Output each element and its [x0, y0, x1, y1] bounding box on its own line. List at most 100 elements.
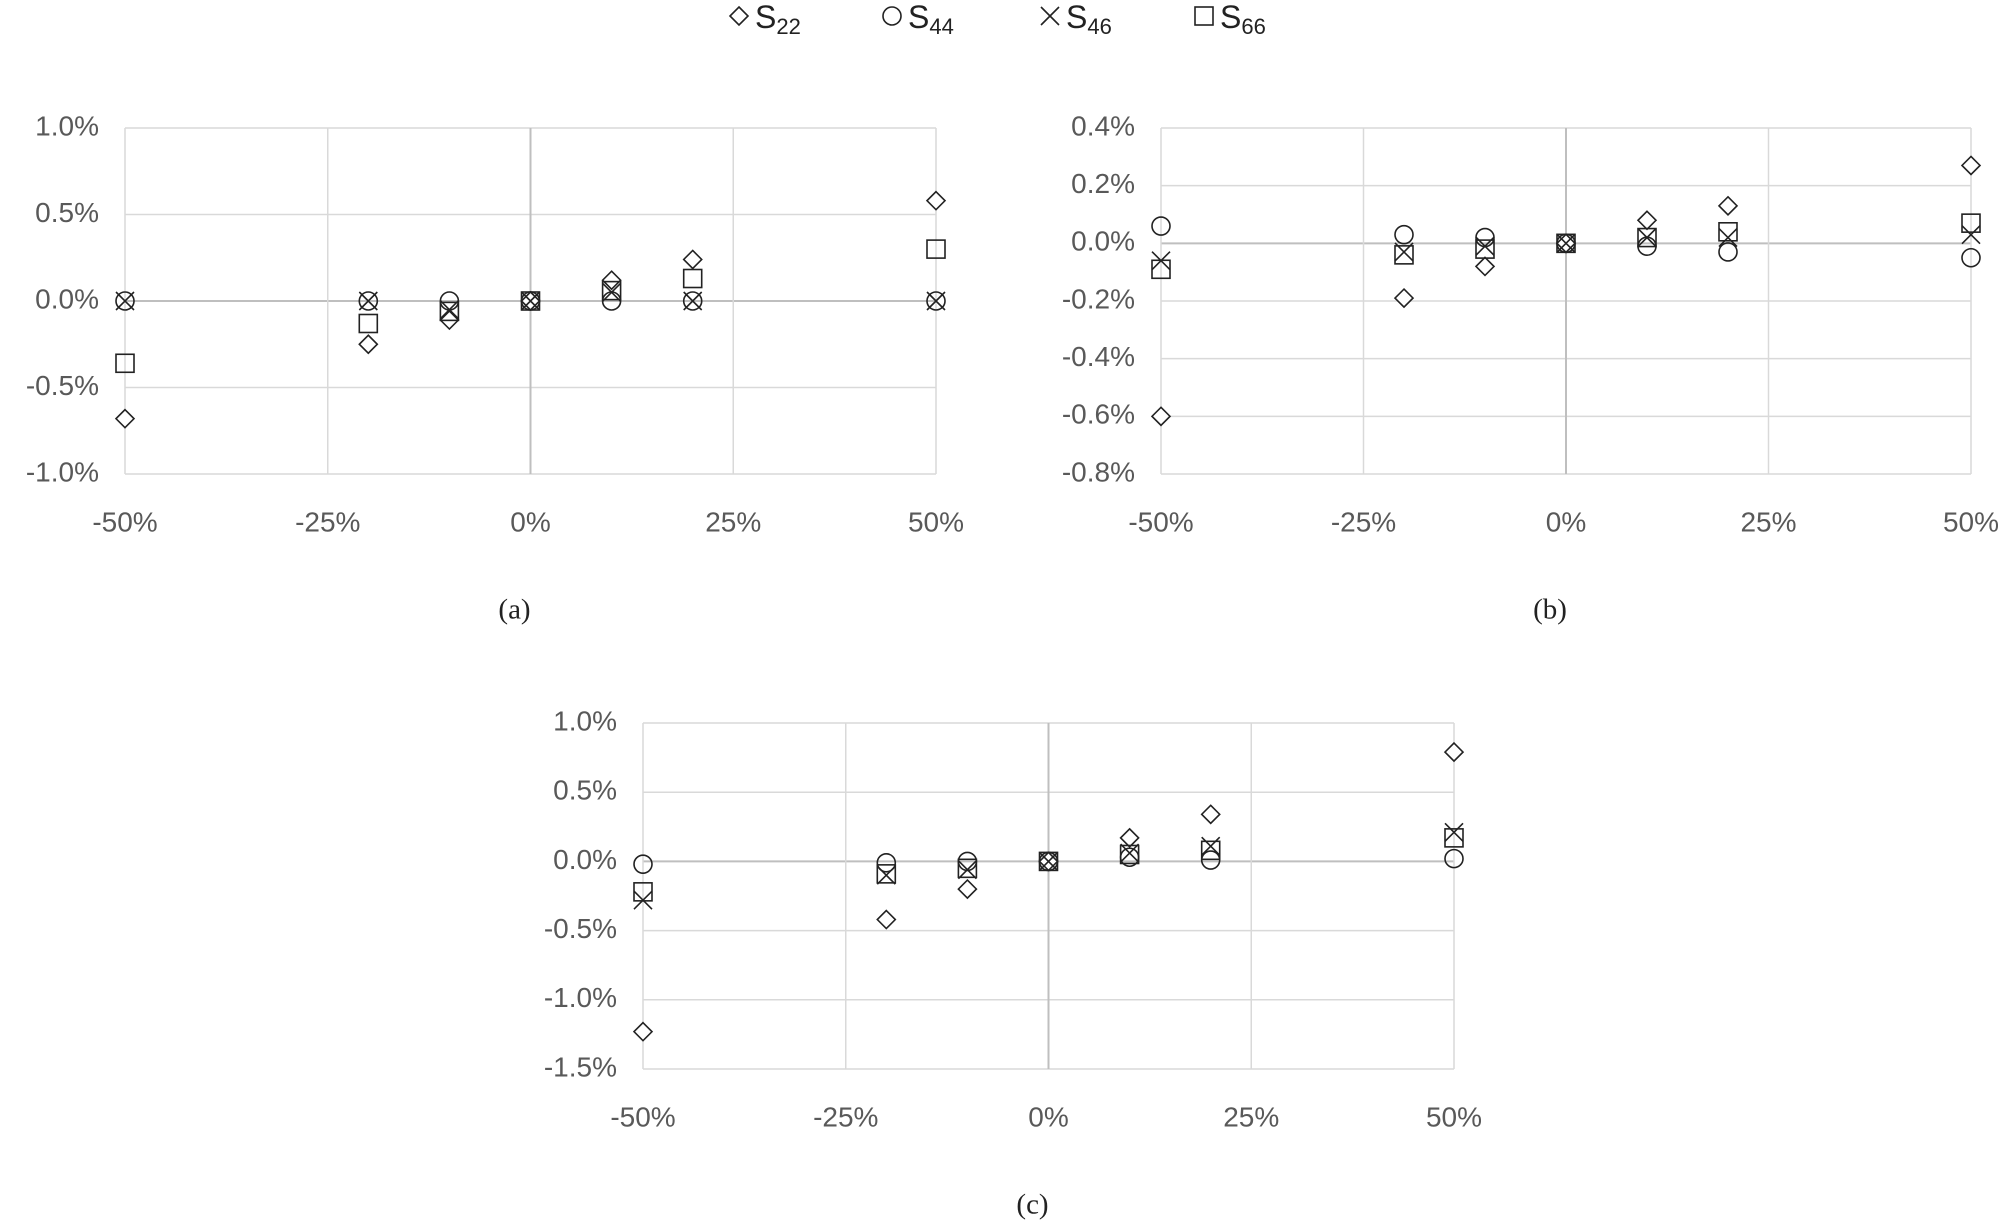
- diamond-marker: [1636, 210, 1658, 231]
- x-marker: [1556, 233, 1576, 253]
- y-tick-label: -0.5%: [544, 913, 617, 944]
- square-marker: [1444, 828, 1464, 848]
- y-tick-label: -0.2%: [1062, 283, 1135, 314]
- circle-marker: [115, 291, 135, 311]
- diamond-marker: [632, 1021, 654, 1042]
- diamond-marker: [1393, 287, 1415, 309]
- diamond-marker: [358, 334, 379, 355]
- diamond-marker: [925, 190, 947, 211]
- circle-marker: [926, 291, 946, 311]
- square-marker: [439, 301, 460, 322]
- x-tick-label: -50%: [610, 1101, 675, 1132]
- x-tick-label: 0%: [1546, 506, 1586, 537]
- x-marker: [683, 291, 703, 311]
- x-tick-label: 50%: [908, 506, 964, 537]
- square-marker: [1637, 227, 1657, 248]
- legend-label: S44: [908, 0, 954, 39]
- square-marker: [115, 353, 135, 374]
- square-marker: [633, 882, 653, 902]
- x-marker: [1038, 851, 1059, 871]
- x-marker: [876, 865, 896, 885]
- circle-marker: [1151, 216, 1171, 236]
- legend-label: S46: [1066, 0, 1112, 39]
- x-tick-label: 25%: [1740, 506, 1796, 537]
- square-marker: [1718, 222, 1738, 242]
- circle-marker: [876, 852, 897, 873]
- x-tick-label: 0%: [510, 506, 550, 537]
- square-marker: [1475, 239, 1495, 259]
- y-tick-label: 0.2%: [1071, 168, 1135, 199]
- square-marker: [1200, 840, 1221, 861]
- x-marker: [957, 860, 977, 880]
- legend-marker: [1194, 6, 1214, 26]
- diamond-marker: [1717, 195, 1739, 216]
- y-tick-label: -0.4%: [1062, 341, 1135, 372]
- square-marker: [358, 313, 379, 334]
- x-tick-label: 25%: [705, 506, 761, 537]
- x-tick-label: -25%: [1331, 506, 1396, 537]
- square-marker: [1394, 245, 1414, 265]
- x-marker: [520, 291, 541, 311]
- caption: (b): [1533, 594, 1567, 626]
- y-tick-label: 1.0%: [553, 705, 617, 736]
- circle-marker: [1394, 224, 1414, 245]
- x-tick-label: 0%: [1028, 1101, 1068, 1132]
- diamond-marker: [876, 909, 897, 930]
- y-tick-label: 0.0%: [553, 844, 617, 875]
- circle-marker: [1718, 242, 1738, 262]
- square-marker: [957, 858, 978, 879]
- caption: (c): [1016, 1189, 1048, 1221]
- square-marker: [1119, 844, 1140, 865]
- x-marker: [358, 291, 378, 311]
- circle-marker: [1444, 848, 1464, 869]
- y-tick-label: 0.0%: [35, 283, 99, 314]
- square-marker: [1151, 259, 1171, 280]
- y-tick-label: -0.6%: [1062, 399, 1135, 430]
- y-tick-label: 1.0%: [35, 110, 99, 141]
- x-tick-label: 25%: [1223, 1101, 1279, 1132]
- legend-label: S22: [755, 0, 801, 39]
- legend-label: S66: [1220, 0, 1266, 39]
- diamond-marker: [114, 408, 136, 429]
- y-tick-label: -1.0%: [26, 456, 99, 487]
- circle-marker: [358, 291, 379, 311]
- diamond-marker: [1443, 741, 1465, 763]
- square-marker: [926, 239, 946, 259]
- square-marker: [1556, 233, 1576, 254]
- x-tick-label: -25%: [813, 1101, 878, 1132]
- square-marker: [682, 268, 703, 289]
- circle-marker: [633, 854, 653, 874]
- legend-marker: [728, 5, 750, 27]
- diamond-marker: [601, 270, 622, 291]
- y-tick-label: -1.5%: [544, 1051, 617, 1082]
- x-marker: [1637, 228, 1657, 248]
- x-marker: [926, 291, 946, 311]
- diamond-marker: [957, 878, 978, 900]
- circle-marker: [1961, 247, 1981, 268]
- y-tick-label: 0.0%: [1071, 226, 1135, 257]
- legend-marker: [882, 6, 902, 26]
- square-marker: [1961, 213, 1981, 233]
- caption: (a): [498, 594, 530, 626]
- y-tick-label: -0.8%: [1062, 456, 1135, 487]
- x-marker: [602, 282, 622, 302]
- legend-marker: [1040, 6, 1060, 26]
- y-tick-label: 0.5%: [553, 775, 617, 806]
- x-tick-label: -50%: [1128, 506, 1193, 537]
- x-tick-label: 50%: [1426, 1101, 1482, 1132]
- x-marker: [115, 291, 135, 311]
- x-tick-label: -50%: [92, 506, 157, 537]
- y-tick-label: 0.5%: [35, 197, 99, 228]
- diamond-marker: [1960, 155, 1982, 176]
- diamond-marker: [682, 249, 703, 270]
- square-marker: [520, 291, 541, 311]
- x-marker: [1961, 225, 1981, 245]
- y-tick-label: -1.0%: [544, 982, 617, 1013]
- square-marker: [1038, 851, 1059, 872]
- square-marker: [601, 280, 622, 301]
- square-marker: [876, 864, 897, 884]
- diamond-marker: [1119, 827, 1140, 849]
- circle-marker: [682, 291, 703, 311]
- x-tick-label: -25%: [295, 506, 360, 537]
